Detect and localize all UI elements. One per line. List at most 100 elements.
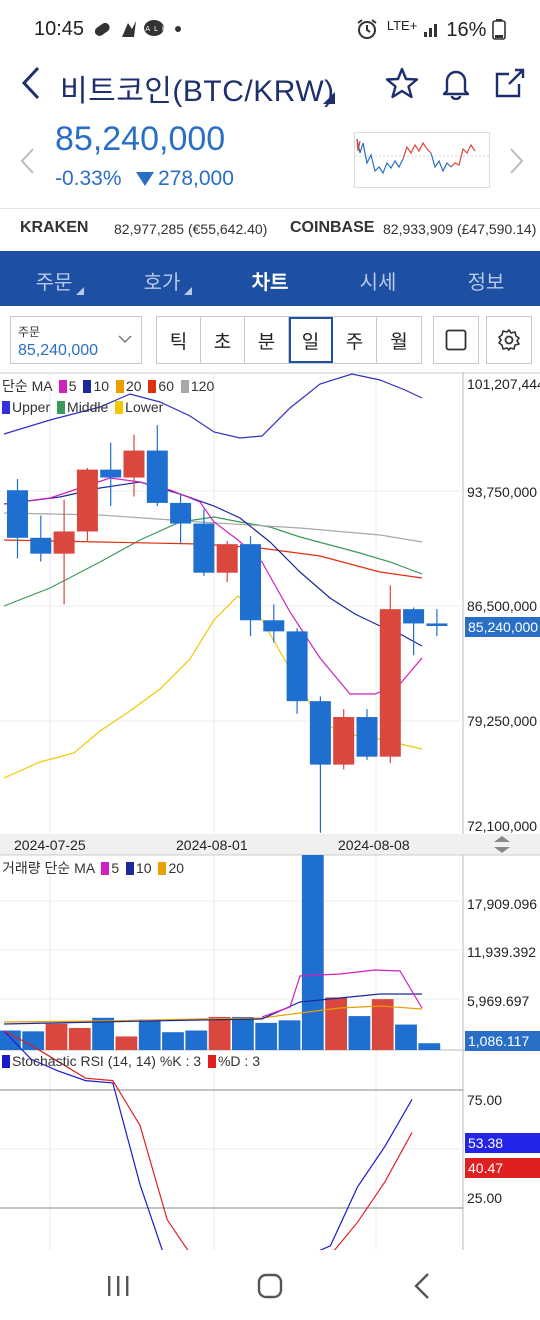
volume-bar xyxy=(185,1030,208,1050)
period-day[interactable]: 일 xyxy=(289,317,333,363)
bb-middle-line xyxy=(3,516,423,607)
bb-legend[interactable]: Upper Middle Lower xyxy=(2,399,163,415)
tab-order[interactable]: 주문 xyxy=(35,272,73,294)
star-icon[interactable] xyxy=(385,66,419,100)
ma-20-label: 20 xyxy=(125,378,142,394)
stoch-d-tag: 40.47 xyxy=(465,1158,540,1178)
order-price-selector[interactable]: 주문 85,240,000 xyxy=(10,316,142,364)
notification-icons-svg: TALK xyxy=(94,20,181,37)
stoch-k-tag: 53.38 xyxy=(465,1133,540,1153)
fullscreen-button[interactable] xyxy=(433,316,479,364)
period-tick[interactable]: 틱 xyxy=(157,317,201,363)
tab-bar: 주문 호가 차트 시세 정보 xyxy=(0,251,540,306)
ma-60-swatch xyxy=(148,380,157,393)
page-title[interactable]: 비트코인(BTC/KRW) xyxy=(60,75,335,108)
price-tick-label: 79,250,000 xyxy=(467,713,538,729)
share-icon[interactable] xyxy=(493,66,527,100)
volume-bar xyxy=(138,1019,161,1050)
stoch-rsi-legend[interactable]: Stochastic RSI (14, 14) %K : 3 %D : 3 xyxy=(2,1053,260,1069)
volume-tick-label: 11,939.392 xyxy=(467,944,537,960)
period-week[interactable]: 주 xyxy=(333,317,377,363)
period-second[interactable]: 초 xyxy=(201,317,245,363)
settings-button[interactable] xyxy=(486,316,532,364)
exchange-value-coinbase: 82,933,909 (£47,590.14) xyxy=(383,221,537,237)
tab-order-indicator xyxy=(76,287,84,295)
bb-upper-line xyxy=(3,373,423,439)
chart-area[interactable]: 단순 MA 5 10 20 60 120 Upper Middle Lower … xyxy=(0,372,540,1250)
battery-icon xyxy=(492,19,506,40)
current-price: 85,240,000 xyxy=(55,120,226,158)
tab-quotes[interactable]: 시세 xyxy=(359,272,397,294)
volume-bar xyxy=(232,1016,254,1050)
ma-20-swatch xyxy=(115,380,124,393)
stoch-k-line xyxy=(3,1030,413,1250)
bell-icon[interactable] xyxy=(439,66,473,101)
volume-legend-title: 거래량 단순 MA xyxy=(2,860,95,876)
candle-body xyxy=(100,469,122,478)
volume-bar xyxy=(115,1036,138,1050)
home-icon[interactable] xyxy=(257,1273,283,1299)
vol-ma-5-swatch xyxy=(101,862,110,875)
recent-apps-icon[interactable] xyxy=(108,1276,129,1296)
vol-ma-10-swatch xyxy=(126,862,134,875)
bb-upper-swatch xyxy=(2,401,10,414)
change-percent: -0.33% xyxy=(55,167,122,190)
candle-body xyxy=(76,469,98,532)
candle-body xyxy=(286,631,308,702)
exchange-name-kraken: KRAKEN xyxy=(20,219,89,236)
ma-10-line xyxy=(3,481,423,647)
tab-orderbook-indicator xyxy=(184,287,192,295)
ma-120-swatch xyxy=(180,380,189,393)
volume-legend[interactable]: 거래량 단순 MA 5 10 20 xyxy=(2,858,184,878)
chevron-down-icon xyxy=(118,335,132,344)
mini-chart[interactable] xyxy=(354,132,491,188)
vol-ma-20-swatch xyxy=(158,862,167,875)
tab-info[interactable]: 정보 xyxy=(467,272,505,294)
title-dropdown-icon[interactable] xyxy=(323,92,335,104)
status-right: LTE+ 16% xyxy=(355,18,506,42)
bb-middle-label: Middle xyxy=(67,399,109,415)
candle-body xyxy=(7,490,28,538)
volume-bar xyxy=(371,999,394,1050)
date-label: 2024-07-25 xyxy=(14,837,86,853)
status-time: 10:45 xyxy=(34,18,85,40)
stoch-k-swatch xyxy=(2,1055,10,1068)
network-label: LTE+ xyxy=(386,18,418,33)
candle-body xyxy=(146,450,168,503)
ma-5-label: 5 xyxy=(68,378,77,394)
volume-bar xyxy=(278,1020,301,1050)
back-arrow-icon[interactable] xyxy=(18,64,48,102)
ma-60-label: 60 xyxy=(158,378,174,394)
rsi-tick-label: 75.00 xyxy=(467,1092,503,1108)
system-nav-bar xyxy=(0,1250,540,1320)
next-coin-icon[interactable] xyxy=(506,146,526,176)
back-icon[interactable] xyxy=(414,1273,429,1299)
volume-bar xyxy=(45,1023,68,1050)
volume-bar xyxy=(22,1031,45,1050)
bb-lower-label: Lower xyxy=(125,399,164,415)
bb-middle-swatch xyxy=(57,401,66,414)
down-triangle-icon xyxy=(136,172,154,186)
order-value: 85,240,000 xyxy=(18,342,99,359)
prev-coin-icon[interactable] xyxy=(18,146,38,176)
candle-body xyxy=(170,502,192,524)
alarm-icon xyxy=(357,19,377,39)
ma-10-swatch xyxy=(83,380,92,393)
ma-legend[interactable]: 단순 MA 5 10 20 60 120 xyxy=(2,376,214,396)
notification-icons: TALK xyxy=(92,17,202,46)
date-label: 2024-08-08 xyxy=(338,837,410,853)
stoch-d-label: %D : 3 xyxy=(217,1053,260,1069)
candle-body xyxy=(333,717,355,765)
bb-upper-label: Upper xyxy=(12,399,51,415)
tab-chart[interactable]: 차트 xyxy=(251,272,289,294)
candle-body xyxy=(263,620,285,632)
volume-tick-label: 5,969.697 xyxy=(467,993,530,1009)
date-strip xyxy=(0,834,540,855)
ma-legend-title: 단순 MA xyxy=(2,378,52,394)
period-minute[interactable]: 분 xyxy=(245,317,289,363)
tab-orderbook[interactable]: 호가 xyxy=(143,272,181,294)
volume-bar xyxy=(418,1043,441,1050)
period-month[interactable]: 월 xyxy=(377,317,421,363)
price-tick-label: 93,750,000 xyxy=(467,484,538,500)
volume-bar xyxy=(162,1032,184,1050)
